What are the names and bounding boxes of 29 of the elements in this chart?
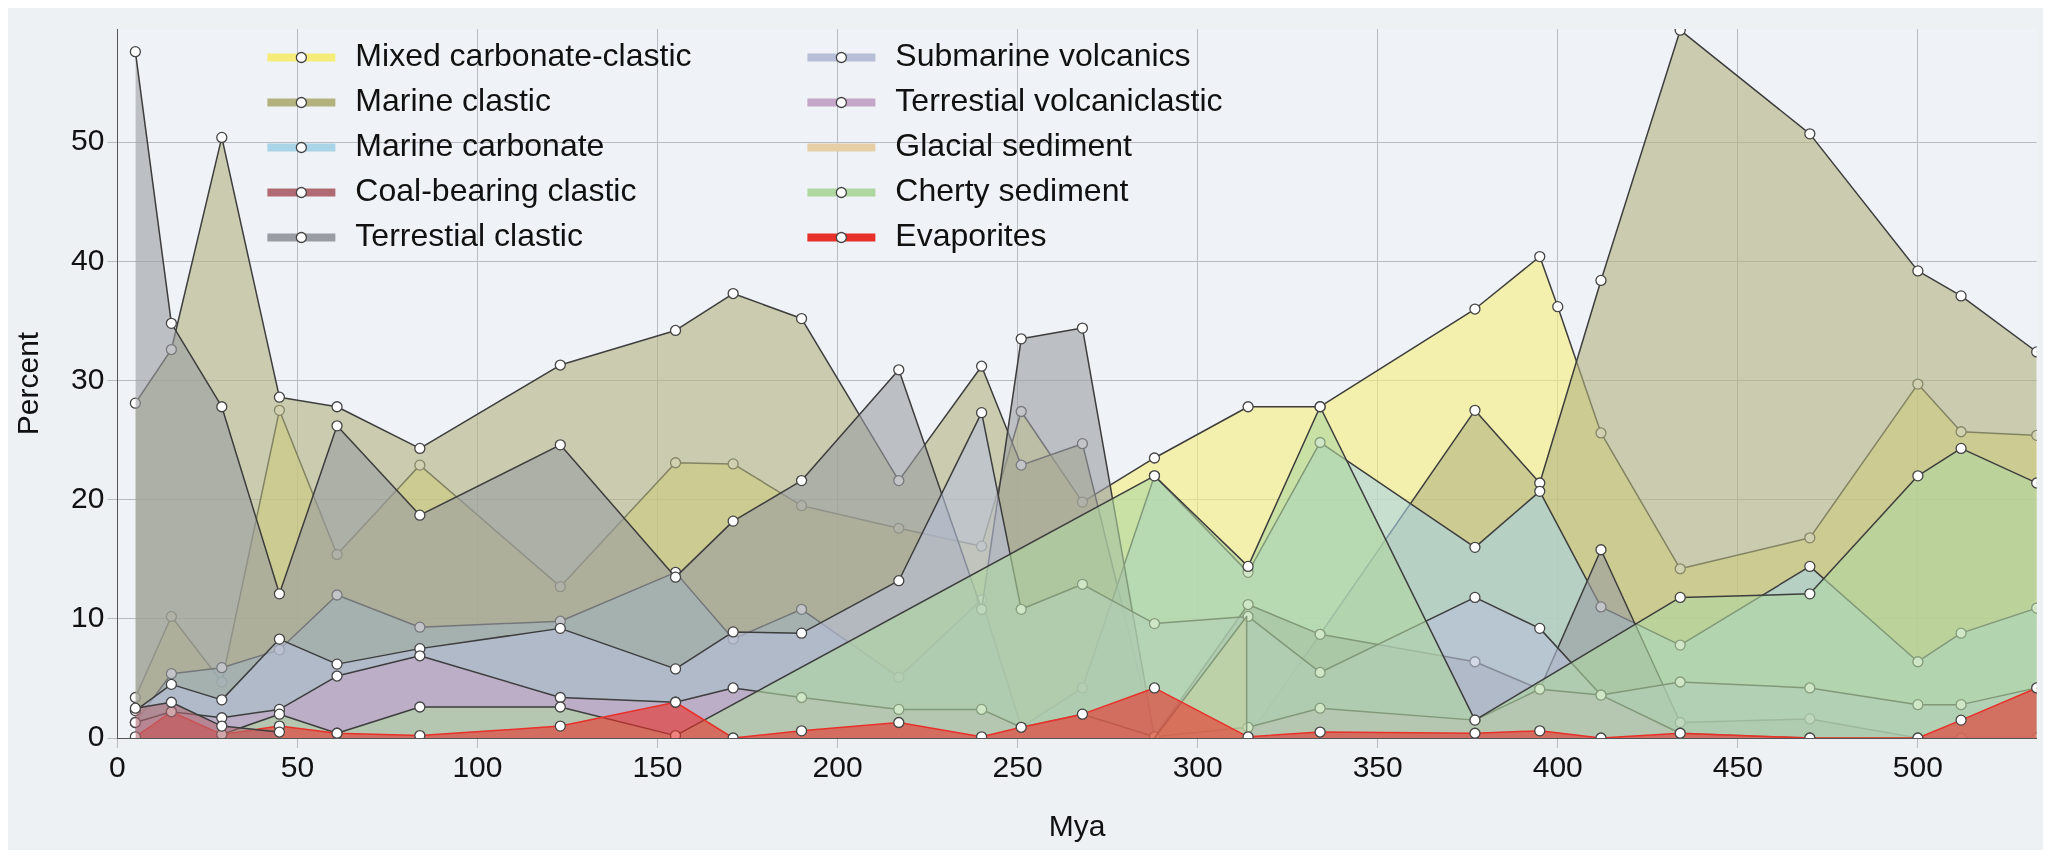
x-tick-label: 400 [1532, 750, 1583, 784]
legend-label: Cherty sediment [895, 172, 1129, 209]
legend-label: Submarine volcanics [895, 37, 1191, 74]
legend-label: Marine clastic [355, 82, 551, 119]
x-tick-label: 250 [992, 750, 1043, 784]
x-tick-label: 100 [452, 750, 503, 784]
x-tick-label: 450 [1712, 750, 1763, 784]
legend-label: Mixed carbonate-clastic [355, 37, 692, 74]
y-tick-label: 40 [70, 242, 105, 276]
legend-label: Coal-bearing clastic [355, 172, 637, 209]
y-tick-label: 20 [70, 480, 105, 514]
legend-label: Marine carbonate [355, 127, 605, 164]
x-tick-label: 300 [1172, 750, 1223, 784]
x-tick-label: 50 [280, 750, 315, 784]
x-tick-label: 350 [1352, 750, 1403, 784]
y-tick-label: 0 [87, 719, 105, 753]
y-tick-label: 30 [70, 361, 105, 395]
x-tick-label: 500 [1892, 750, 1943, 784]
legend-label: Glacial sediment [895, 127, 1133, 164]
x-tick-label: 200 [812, 750, 863, 784]
x-tick-label: 0 [109, 750, 126, 784]
y-tick-label: 10 [70, 600, 105, 634]
y-axis-title: Percent [11, 331, 45, 436]
x-tick-label: 150 [632, 750, 683, 784]
legend-label: Terrestial volcaniclastic [895, 82, 1223, 119]
x-axis-title: Mya [1048, 809, 1106, 843]
y-tick-label: 50 [70, 123, 105, 157]
legend-label: Evaporites [895, 217, 1047, 254]
legend-label: Terrestial clastic [355, 217, 583, 254]
